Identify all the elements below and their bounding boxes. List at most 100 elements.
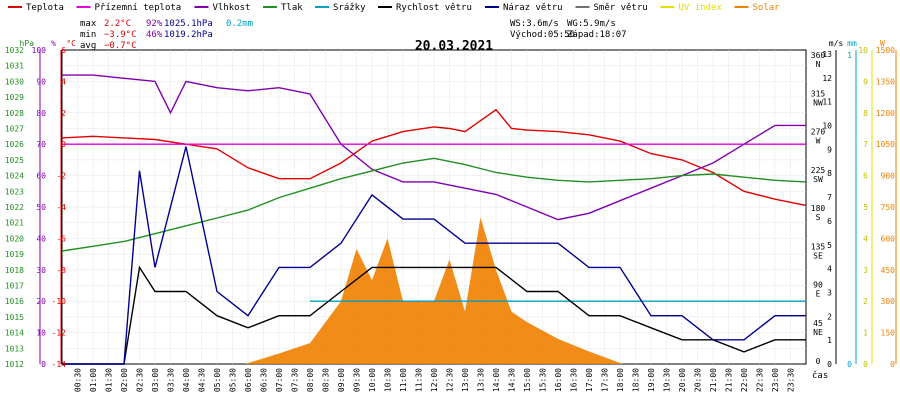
humidity-axis-tick: 80 — [36, 109, 46, 118]
windspeed-tick: 12 — [822, 74, 832, 83]
uv-tick: 4 — [863, 234, 868, 243]
uv-tick: 10 — [858, 46, 868, 55]
stats-min-press: 1019.2hPa — [164, 30, 213, 40]
solar-unit: W — [880, 39, 885, 48]
x-tick-label: 03:00 — [151, 368, 160, 392]
humidity-axis-tick: 10 — [36, 329, 46, 338]
stats-min-temp: −3.9°C — [104, 30, 137, 40]
x-tick-label: 07:00 — [275, 368, 284, 392]
humidity-axis-tick: 50 — [36, 203, 46, 212]
windspeed-tick: 8 — [827, 169, 832, 178]
pressure-axis-unit: hPa — [20, 39, 35, 48]
stats-max-press: 1025.1hPa — [164, 19, 213, 29]
series-tlak — [61, 157, 807, 252]
winddir-tick: 180 — [811, 204, 826, 213]
stats-min-hum: 46% — [146, 30, 163, 40]
x-tick-label: 02:30 — [136, 368, 145, 392]
x-tick-label: 07:30 — [291, 368, 300, 392]
temperature-axis-tick: -10 — [52, 297, 67, 306]
winddir-tick: 225 — [811, 166, 826, 175]
temperature-axis-tick: 6 — [61, 46, 66, 55]
winddir-label: E — [816, 290, 821, 299]
x-tick-label: 22:30 — [756, 368, 765, 392]
wind-wg: WG:5.9m/s — [567, 19, 616, 29]
pressure-axis-tick: 1024 — [5, 172, 24, 181]
winddir-tick: 315 — [811, 89, 826, 98]
sunrise: Východ:05:56 — [510, 30, 575, 40]
winddir-label: N — [816, 60, 821, 69]
pressure-axis-tick: 1019 — [5, 250, 24, 259]
x-tick-label: 09:00 — [337, 368, 346, 392]
legend-label: Tlak — [281, 3, 303, 13]
pressure-axis-tick: 1023 — [5, 187, 24, 196]
series-vlhkost — [62, 74, 806, 221]
x-tick-label: 14:30 — [508, 368, 517, 392]
solar-tick: 450 — [881, 266, 896, 275]
windspeed-tick: 0 — [827, 360, 832, 369]
x-tick-label: 23:30 — [787, 368, 796, 392]
x-tick-label: 19:00 — [647, 368, 656, 392]
pressure-axis-tick: 1016 — [5, 297, 24, 306]
x-tick-label: 20:00 — [678, 368, 687, 392]
x-tick-label: 14:00 — [492, 368, 501, 392]
humidity-axis-tick: 70 — [36, 140, 46, 149]
x-tick-label: 02:00 — [120, 368, 129, 392]
solar-tick: 750 — [881, 203, 896, 212]
pressure-axis-tick: 1028 — [5, 109, 24, 118]
pressure-axis-tick: 1026 — [5, 140, 24, 149]
winddir-tick: 135 — [811, 242, 826, 251]
x-tick-label: 21:30 — [725, 368, 734, 392]
x-tick-label: 23:00 — [771, 368, 780, 392]
legend-label: Směr větru — [594, 3, 648, 13]
windspeed-tick: 4 — [827, 265, 832, 274]
legend-label: Rychlost větru — [396, 3, 472, 13]
pressure-axis-tick: 1021 — [5, 219, 24, 228]
x-tick-label: 05:30 — [229, 368, 238, 392]
humidity-axis-tick: 40 — [36, 234, 46, 243]
pressure-axis-tick: 1022 — [5, 203, 24, 212]
solar-tick: 600 — [881, 234, 896, 243]
x-tick-label: 18:30 — [632, 368, 641, 392]
uv-tick: 7 — [863, 140, 868, 149]
x-tick-label: 11:30 — [415, 368, 424, 392]
uv-tick: 3 — [863, 266, 868, 275]
windspeed-tick: 9 — [827, 145, 832, 154]
winddir-tick: 360 — [811, 51, 826, 60]
x-tick-label: 09:30 — [353, 368, 362, 392]
x-tick-label: 05:00 — [213, 368, 222, 392]
winddir-label: SW — [813, 175, 823, 184]
x-tick-label: 12:00 — [430, 368, 439, 392]
stats-avg-label: avg — [80, 41, 96, 51]
windspeed-tick: 6 — [827, 217, 832, 226]
stats-max-label: max — [80, 19, 97, 29]
winddir-label: NE — [813, 328, 823, 337]
x-tick-label: 17:00 — [585, 368, 594, 392]
x-tick-label: 19:30 — [663, 368, 672, 392]
winddir-tick: 90 — [813, 281, 823, 290]
windspeed-unit: m/s — [829, 39, 844, 48]
x-tick-label: 08:30 — [322, 368, 331, 392]
uv-tick: 6 — [863, 172, 868, 181]
rain-tick: 0 — [847, 360, 852, 369]
winddir-tick: 270 — [811, 128, 826, 137]
legend-label: Vlhkost — [213, 3, 251, 13]
winddir-label: S — [816, 213, 821, 222]
legend-label: Srážky — [333, 3, 366, 13]
x-tick-label: 20:30 — [694, 368, 703, 392]
solar-tick: 1500 — [876, 46, 895, 55]
humidity-axis-tick: 0 — [41, 360, 46, 369]
humidity-axis-tick: 20 — [36, 297, 46, 306]
x-tick-label: 13:30 — [477, 368, 486, 392]
humidity-axis-tick: 30 — [36, 266, 46, 275]
x-tick-label: 13:00 — [461, 368, 470, 392]
solar-tick: 1350 — [876, 77, 895, 86]
temperature-axis-tick: 2 — [61, 109, 66, 118]
pressure-axis-tick: 1015 — [5, 313, 24, 322]
winddir-label: SE — [813, 251, 823, 260]
pressure-axis-tick: 1025 — [5, 156, 24, 165]
uv-tick: 9 — [863, 77, 868, 86]
x-tick-label: 11:00 — [399, 368, 408, 392]
pressure-axis-tick: 1032 — [5, 46, 24, 55]
winddir-label: W — [816, 137, 821, 146]
pressure-axis-tick: 1012 — [5, 360, 24, 369]
